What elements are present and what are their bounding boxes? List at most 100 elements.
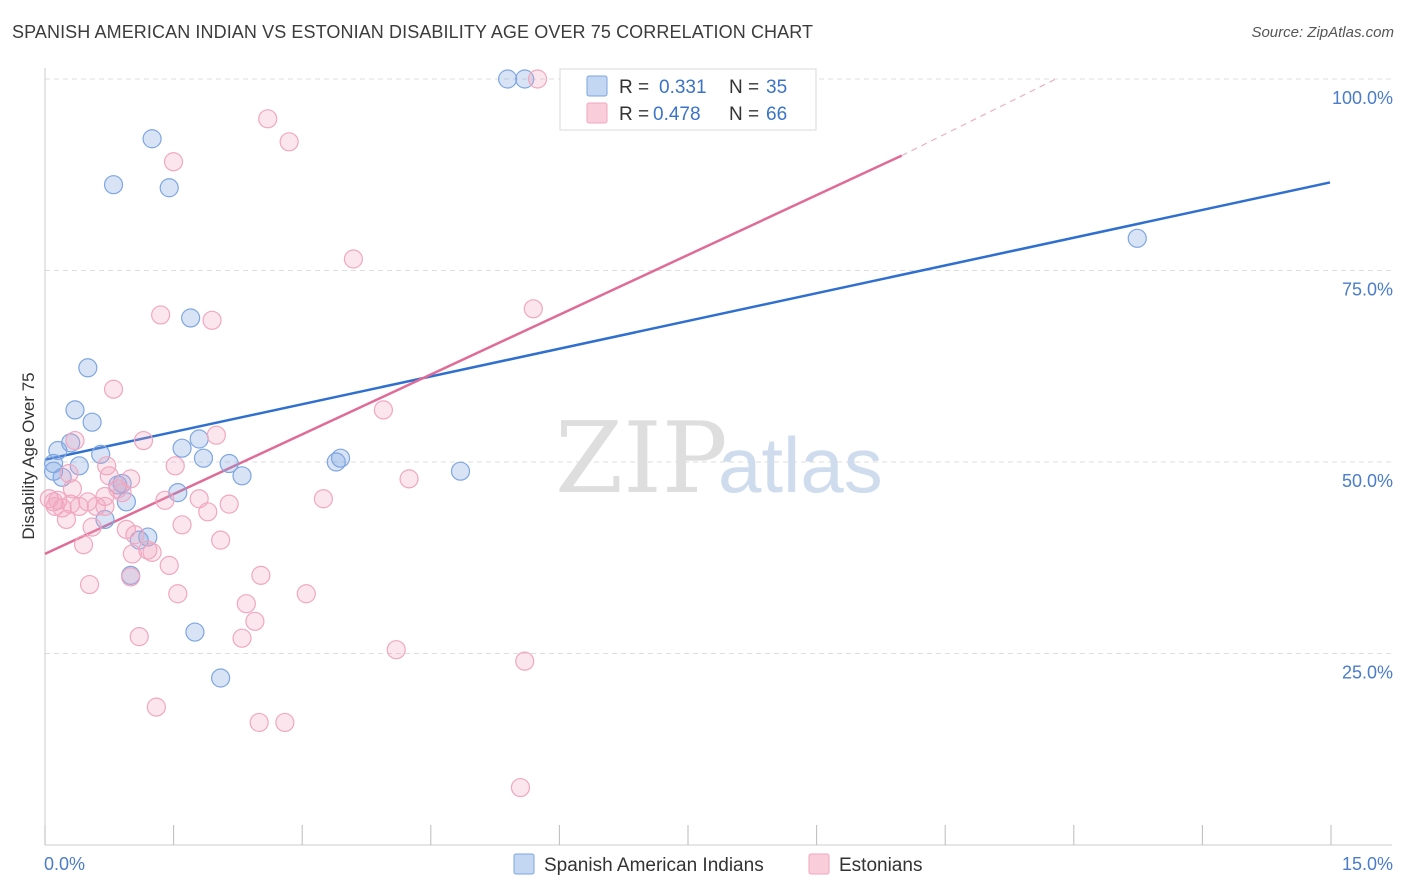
y-axis-label: Disability Age Over 75 [19,372,38,539]
trend-lines [44,78,1331,556]
bottom-legend-swatch-estonian [808,853,830,875]
point-estonian [159,555,179,576]
trend-line-spanish [44,181,1331,461]
legend-n-value-1: 35 [766,77,787,98]
point-spanish-american-indian [189,429,209,449]
point-spanish-american-indian [498,69,518,89]
bottom-legend-label-spanish: Spanish American Indians [544,855,764,876]
point-estonian [133,430,154,451]
point-estonian [125,525,145,545]
point-estonian [142,542,162,562]
point-spanish-american-indian [82,412,102,432]
legend-swatch-estonian [586,102,608,124]
point-estonian [211,530,231,550]
y-tick-label: 75.0% [1342,280,1393,300]
point-spanish-american-indian [450,461,471,481]
legend-n-label-2: N = [729,104,759,125]
point-estonian [73,535,94,555]
point-estonian [523,299,543,319]
point-estonian [279,132,299,152]
legend-swatch-spanish [586,75,608,97]
trend-line-estonian-extension [901,78,1057,157]
point-estonian [165,456,185,476]
trend-line-estonian [44,154,903,556]
bottom-legend-label-estonian: Estonians [839,855,922,876]
point-estonian [202,310,222,330]
point-estonian [82,517,102,537]
point-estonian [121,469,141,489]
gridlines [45,78,1392,654]
series-legend: Spanish American Indians Estonians [513,853,922,876]
point-estonian [249,712,269,733]
point-estonian [232,628,252,648]
point-estonian [527,69,548,89]
point-estonian [399,469,419,489]
point-estonian [236,594,256,614]
point-estonian [122,544,142,564]
point-estonian [251,565,271,585]
point-spanish-american-indian [159,178,179,198]
point-estonian [258,109,278,129]
y-tick-label: 25.0% [1342,663,1393,683]
point-estonian [112,483,132,503]
point-spanish-american-indian [211,668,231,688]
point-estonian [168,584,188,604]
point-estonian [386,640,406,660]
point-estonian [163,152,184,172]
watermark: ZIP atlas [555,402,883,516]
watermark-zip: ZIP [555,402,728,516]
point-estonian [129,627,149,647]
bottom-legend-swatch-spanish [513,853,535,875]
watermark-atlas: atlas [718,421,883,509]
legend-n-value-2: 66 [766,104,787,125]
point-estonian [59,463,79,484]
point-estonian [198,502,218,522]
point-estonian [206,425,226,445]
point-spanish-american-indian [65,400,85,420]
point-estonian [313,489,334,509]
x-tick-label-max: 15.0% [1342,854,1393,874]
point-spanish-american-indian [103,175,124,195]
point-estonian [219,494,239,514]
point-spanish-american-indian [91,444,111,464]
x-tick-labels: 0.0% 15.0% [44,854,1393,874]
point-spanish-american-indian [1127,228,1147,248]
y-tick-label: 100.0% [1332,88,1393,108]
point-spanish-american-indian [78,358,98,378]
stats-legend: R = 0.331 N = 35 R = 0.478 N = 66 [559,68,817,131]
point-estonian [343,249,363,269]
point-estonian [245,611,265,631]
legend-r-value-1: 0.331 [659,77,707,98]
point-spanish-american-indian [193,448,214,468]
legend-r-value-2: 0.478 [653,104,701,125]
point-estonian [172,515,192,535]
point-spanish-american-indian [181,308,201,328]
point-spanish-american-indian [142,129,162,149]
point-estonian [56,509,77,530]
point-estonian [65,430,85,451]
point-estonian [275,712,295,733]
x-tick-label-min: 0.0% [44,854,85,874]
point-estonian [103,379,124,399]
point-estonian [146,697,166,717]
source-label: Source: ZipAtlas.com [1251,24,1394,41]
point-estonian [155,490,175,510]
point-spanish-american-indian [219,453,239,474]
point-estonian [62,479,83,499]
point-spanish-american-indian [172,438,192,458]
point-estonian [79,574,100,595]
point-estonian [510,777,531,798]
axes [44,68,1392,846]
point-spanish-american-indian [330,448,351,468]
point-spanish-american-indian [232,466,252,486]
point-estonian [95,496,115,517]
point-estonian [373,400,393,420]
point-estonian [151,305,171,325]
point-estonian [69,496,89,517]
point-spanish-american-indian [185,622,205,642]
legend-r-label-2: R = [619,104,649,125]
point-spanish-american-indian [69,456,89,476]
point-estonian [515,651,535,671]
point-estonian [121,567,141,587]
